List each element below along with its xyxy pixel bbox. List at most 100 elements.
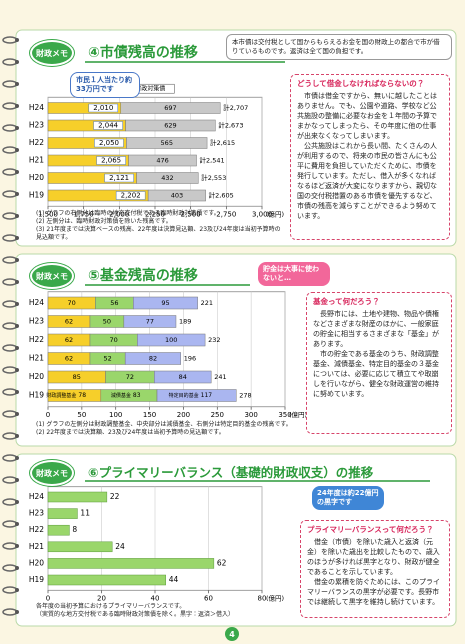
value-label: 8 <box>72 525 77 534</box>
info-paragraph: 借金（市債）を除いた歳入と返済（元金）を除いた歳出を比較したもので、歳入のほうが… <box>307 538 440 576</box>
value-label: 50 <box>103 318 111 326</box>
section-title: ⑤基金残高の推移 <box>88 268 198 284</box>
x-tick-label: 80 <box>258 594 267 602</box>
binding-hole <box>15 82 19 86</box>
note: (2) 22年度までは決算額、23及び24年度は当初予算時の見込額です。 <box>36 429 225 436</box>
total-label: 計2,605 <box>209 191 234 200</box>
info-box: どうして借金しなければならないの？ 市債は借金ですから、無いに越したことはありま… <box>290 74 450 240</box>
x-tick-label: 2,500 <box>181 210 201 218</box>
binding-ring <box>2 366 18 374</box>
value-label-box <box>96 156 126 165</box>
y-tick-label: H21 <box>29 156 44 165</box>
value-label: 62 <box>65 318 73 326</box>
binding-hole <box>15 280 19 284</box>
legend-label: 臨時財政対策債 <box>123 84 165 92</box>
info-paragraph: 長野市には、土地や建物、物品や債権などさまざまな財産のほかに、一般家庭の貯金に相… <box>313 310 439 348</box>
binding-hole <box>15 456 19 460</box>
value-label: 11 <box>80 509 90 518</box>
section-title: ④市債残高の推移 <box>88 45 198 61</box>
value-label: 2,010 <box>93 104 113 112</box>
memo-badge: 財政メモ <box>30 263 74 289</box>
value-label: 2,121 <box>109 174 129 182</box>
binding-hole <box>15 610 19 614</box>
binding-ring <box>2 102 18 110</box>
binding-ring <box>2 564 18 572</box>
value-label: 2,044 <box>98 122 119 130</box>
x-tick-label: 60 <box>204 594 213 602</box>
bar-segment <box>120 102 221 114</box>
value-label: 84 <box>179 373 187 381</box>
info-paragraph: 借金の累積を防ぐためには、このプライマリーバランスの黒字が必要です。長野市では継… <box>307 578 440 606</box>
y-tick-label: H19 <box>29 391 44 400</box>
total-label: 計2,615 <box>210 138 235 147</box>
binding-ring <box>2 168 18 176</box>
x-tick-label: 50 <box>77 411 86 419</box>
total-label: 221 <box>201 299 213 307</box>
binding-ring <box>2 212 18 220</box>
value-label: 56 <box>110 299 118 307</box>
binding-hole <box>15 258 19 262</box>
note: (1) グラフの右側分は臨時の地方交付税である臨時財政対策債です。 <box>36 210 220 217</box>
binding-hole <box>15 236 19 240</box>
value-label: 62 <box>65 355 73 363</box>
x-axis-unit: (億円) <box>289 410 307 419</box>
binding-hole <box>15 566 19 570</box>
binding-hole <box>15 544 19 548</box>
binding-hole <box>15 324 19 328</box>
binding-ring <box>2 256 18 264</box>
x-tick-label: 200 <box>177 411 190 419</box>
binding-hole <box>15 126 19 130</box>
bar <box>47 491 108 503</box>
value-label-box <box>93 121 123 130</box>
bar <box>47 574 166 586</box>
binding-hole <box>15 500 19 504</box>
value-label: 70 <box>110 336 118 344</box>
x-tick-label: 20 <box>97 594 106 602</box>
notes: (1) グラフの右側分は臨時の地方交付税である臨時財政対策債です。 (2) 左側… <box>36 210 286 242</box>
x-tick-label: 300 <box>244 411 257 419</box>
y-tick-label: H20 <box>29 372 44 381</box>
value-label: 100 <box>165 336 177 344</box>
binding-hole <box>15 302 19 306</box>
bar-segment <box>147 189 206 202</box>
bar-segment <box>128 154 197 167</box>
bar-segment <box>126 137 208 149</box>
binding-ring <box>2 300 18 308</box>
value-label: 22 <box>110 492 120 501</box>
bar-segment <box>124 352 181 365</box>
binding-hole <box>15 434 19 438</box>
binding-ring <box>2 542 18 550</box>
binding-hole <box>15 192 19 196</box>
bar <box>47 541 113 553</box>
note: (1) グラフの左側分は財政調整基金、中央部分は減債基金、右側分は特定目的基金の… <box>36 421 292 428</box>
notes: 各年度の当初予算におけるプライマリーバランスです。 （実質的な地方交付税である臨… <box>36 603 298 619</box>
x-axis-unit: (億円) <box>266 593 284 602</box>
binding-ring <box>2 234 18 242</box>
info-paragraph: 市債は借金ですから、無いに越したことはありません。でも、公園や道路、学校など公共… <box>297 92 437 140</box>
binding-ring <box>2 454 18 462</box>
value-label: 2,065 <box>101 157 121 165</box>
binding-ring <box>2 58 18 66</box>
bar-segment <box>156 389 237 402</box>
info-box: 基金って何だろう？ 長野市には、土地や建物、物品や債権などさまざまな財産のほかに… <box>306 292 452 434</box>
section-title: ⑥プライマリーバランス（基礎的財政収支）の推移 <box>88 465 374 480</box>
x-tick-label: 250 <box>211 411 224 419</box>
x-tick-label: 350 <box>278 411 291 419</box>
binding-hole <box>15 412 19 416</box>
binding-ring <box>2 80 18 88</box>
binding-ring <box>2 124 18 132</box>
binding-hole <box>15 368 19 372</box>
x-tick-label: 0 <box>46 411 50 419</box>
value-label: 77 <box>146 318 154 326</box>
binding-ring <box>2 586 18 594</box>
note: 各年度の当初予算におけるプライマリーバランスです。 <box>36 603 186 610</box>
top-callout: 本市債は交付税として国からもらえるお金を国の財政上の都合で市が借りているものです… <box>226 34 452 60</box>
value-label: 432 <box>161 174 173 182</box>
bar-segment <box>133 296 198 310</box>
info-paragraph: 公共施設はこれから長い間、たくさんの人が利用するので、将来の市民の皆さんにも公平… <box>297 142 437 220</box>
y-tick-label: H19 <box>29 191 44 200</box>
binding-ring <box>2 344 18 352</box>
total-label: 232 <box>208 336 220 344</box>
y-tick-label: H23 <box>29 317 44 326</box>
